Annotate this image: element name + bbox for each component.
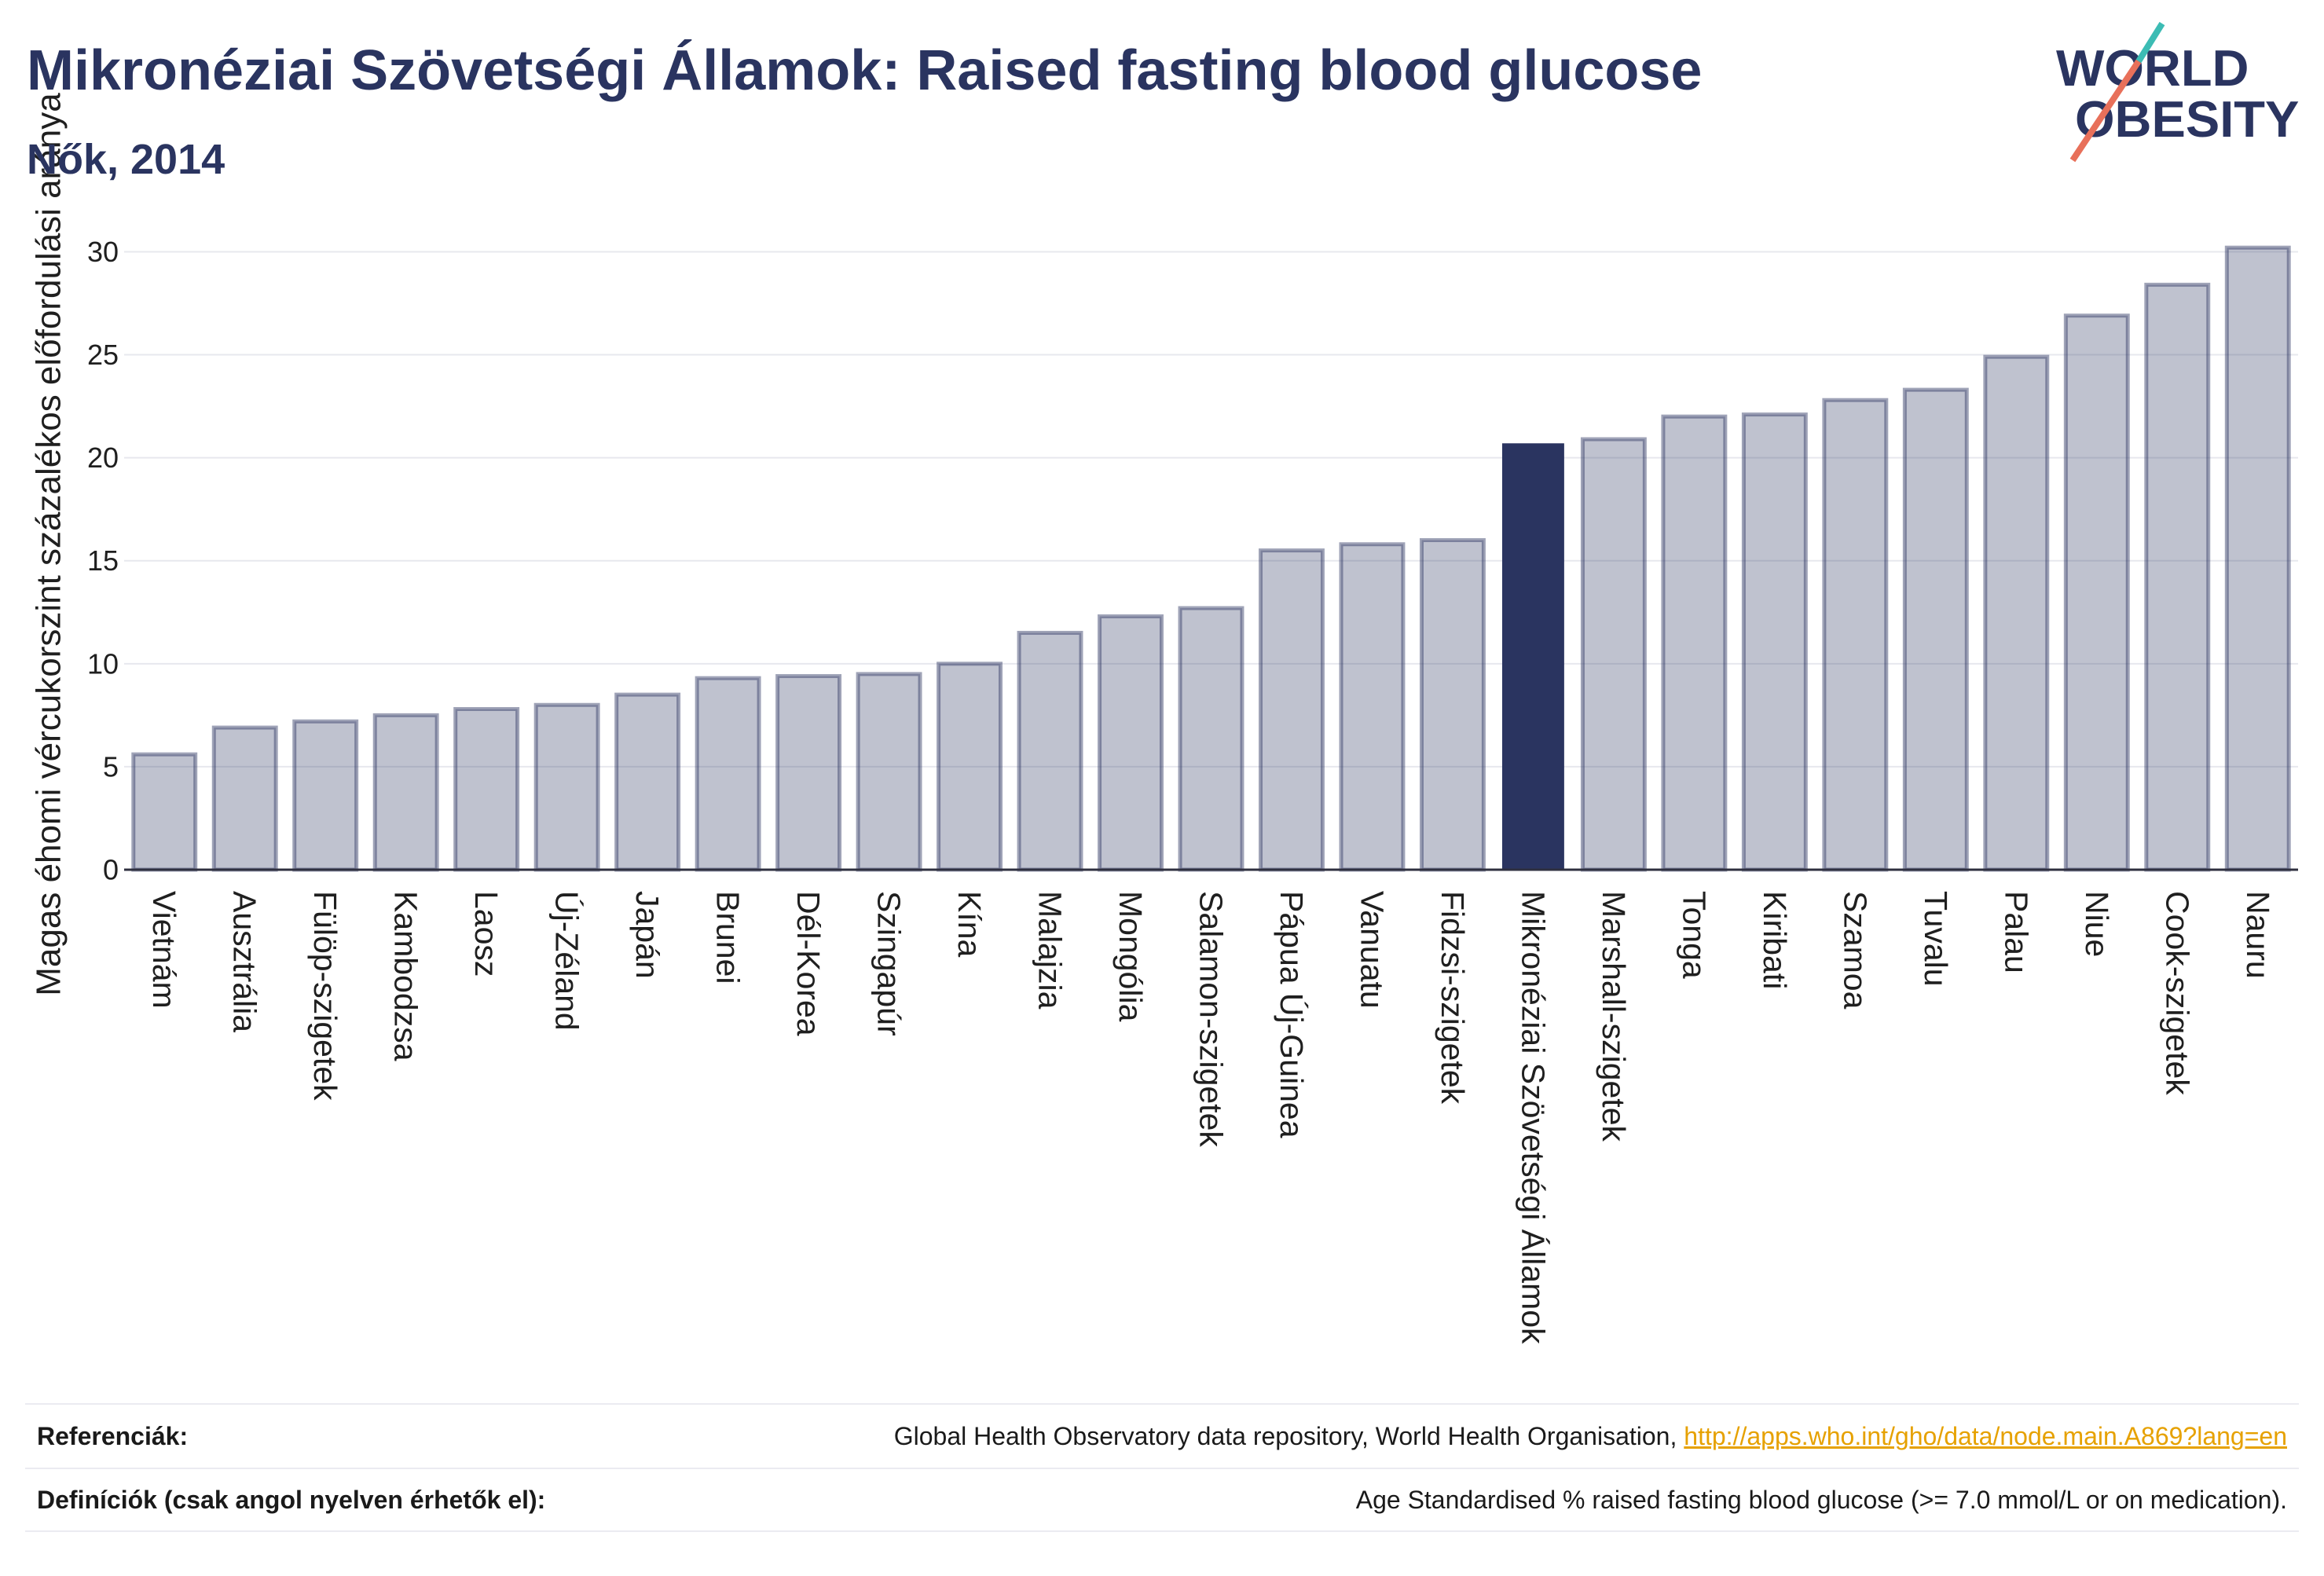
x-tick-label: Vietnám bbox=[146, 891, 182, 1009]
x-tick-label: Mongólia bbox=[1113, 891, 1149, 1022]
logo-slash-bottom bbox=[2069, 59, 2142, 163]
x-tick-label: Cook-szigetek bbox=[2159, 891, 2195, 1095]
definitions-row: Definíciók (csak angol nyelven érhetők e… bbox=[25, 1468, 2299, 1532]
bar bbox=[1339, 542, 1406, 872]
x-tick-label: Szamoa bbox=[1837, 891, 1873, 1010]
bar bbox=[695, 676, 761, 872]
x-tick-labels: Vietnám Ausztrália Fülöp-szigetek Kambodzsa… bbox=[146, 891, 2276, 1344]
x-tick-label: Brunei bbox=[710, 891, 746, 984]
references-label: Referenciák: bbox=[37, 1421, 189, 1450]
bar bbox=[2224, 245, 2291, 872]
y-tick-label: 0 bbox=[103, 854, 119, 886]
bar bbox=[1098, 614, 1164, 872]
bar bbox=[614, 692, 681, 872]
gridlines bbox=[124, 251, 2298, 870]
bar bbox=[775, 674, 842, 872]
logo-slash-top bbox=[2135, 21, 2165, 64]
x-tick-label: Vanuatu bbox=[1354, 891, 1390, 1009]
references-row: Referenciák: Global Health Observatory d… bbox=[25, 1403, 2299, 1468]
world-obesity-logo: WORLD OBESITY bbox=[2056, 21, 2299, 163]
bar bbox=[453, 706, 520, 872]
x-tick-label: Tuvalu bbox=[1918, 891, 1954, 987]
footer: Referenciák: Global Health Observatory d… bbox=[25, 1403, 2299, 1532]
definitions-label: Definíciók (csak angol nyelven érhetők e… bbox=[37, 1485, 546, 1514]
x-tick-label: Tonga bbox=[1676, 891, 1712, 979]
y-tick-label: 30 bbox=[87, 236, 119, 268]
x-tick-label: Niue bbox=[2079, 891, 2115, 957]
bar bbox=[1661, 414, 1728, 872]
x-tick-label: Kambodzsa bbox=[388, 891, 424, 1061]
x-tick-label: Ausztrália bbox=[227, 891, 263, 1032]
x-tick-label: Kína bbox=[951, 891, 988, 958]
y-tick-label: 20 bbox=[87, 442, 119, 474]
bar bbox=[1259, 548, 1325, 872]
x-tick-label: Fidzsi-szigetek bbox=[1435, 891, 1471, 1105]
bar bbox=[2063, 313, 2130, 872]
logo-text-world: WORLD bbox=[2056, 39, 2249, 97]
bar bbox=[856, 672, 922, 872]
chart-subtitle: Nők, 2014 bbox=[27, 136, 225, 183]
bar-highlighted bbox=[1501, 443, 1564, 870]
references-content: Global Health Observatory data repositor… bbox=[894, 1422, 2287, 1451]
bar bbox=[1419, 538, 1486, 872]
x-tick-label: Salamon-szigetek bbox=[1193, 891, 1230, 1147]
x-tick-label: Fülöp-szigetek bbox=[307, 891, 343, 1101]
x-tick-label: Kiribati bbox=[1757, 891, 1793, 989]
y-tick-label: 10 bbox=[87, 647, 119, 680]
y-tick-label: 5 bbox=[103, 750, 119, 783]
x-tick-label: Palau bbox=[1998, 891, 2034, 973]
bar bbox=[211, 725, 278, 872]
y-tick-labels: 0 5 10 15 20 25 30 bbox=[87, 236, 119, 886]
logo-text-obesity: OBESITY bbox=[2075, 90, 2299, 148]
references-link[interactable]: http://apps.who.int/gho/data/node.main.A… bbox=[1684, 1421, 2287, 1450]
bar bbox=[1983, 354, 2050, 872]
definitions-text: Age Standardised % raised fasting blood … bbox=[1355, 1485, 2287, 1514]
bar bbox=[372, 713, 439, 872]
x-tick-label: Marshall-szigetek bbox=[1596, 891, 1632, 1142]
bar bbox=[937, 662, 1003, 872]
bar bbox=[1580, 437, 1647, 872]
bar bbox=[1902, 387, 1969, 872]
x-tick-label: Laosz bbox=[468, 891, 504, 977]
y-axis-label: Magas éhomi vércukorszint százalékos elő… bbox=[30, 93, 68, 996]
x-tick-label: Szingapúr bbox=[871, 891, 907, 1036]
references-text: Global Health Observatory data repositor… bbox=[893, 1421, 1677, 1450]
bar bbox=[292, 719, 359, 872]
bar bbox=[533, 702, 600, 872]
bar bbox=[1741, 412, 1808, 872]
x-tick-label: Nauru bbox=[2240, 891, 2276, 979]
bars bbox=[131, 245, 2291, 872]
x-tick-label: Pápua Új-Guinea bbox=[1274, 891, 1310, 1138]
bar bbox=[131, 752, 198, 872]
chart-title: Mikronéziai Szövetségi Államok: Raised f… bbox=[27, 39, 1703, 102]
x-tick-label: Malajzia bbox=[1032, 891, 1069, 1010]
bar bbox=[1822, 398, 1889, 872]
bar bbox=[2144, 282, 2211, 872]
bar bbox=[1178, 606, 1244, 872]
y-tick-label: 25 bbox=[87, 339, 119, 371]
bar bbox=[1017, 630, 1083, 872]
x-tick-label: Mikronéziai Szövetségi Államok bbox=[1515, 891, 1551, 1344]
x-tick-label: Dél-Korea bbox=[790, 891, 827, 1036]
x-tick-label: Japán bbox=[629, 891, 665, 979]
y-tick-label: 15 bbox=[87, 544, 119, 577]
x-tick-label: Új-Zéland bbox=[549, 891, 585, 1031]
